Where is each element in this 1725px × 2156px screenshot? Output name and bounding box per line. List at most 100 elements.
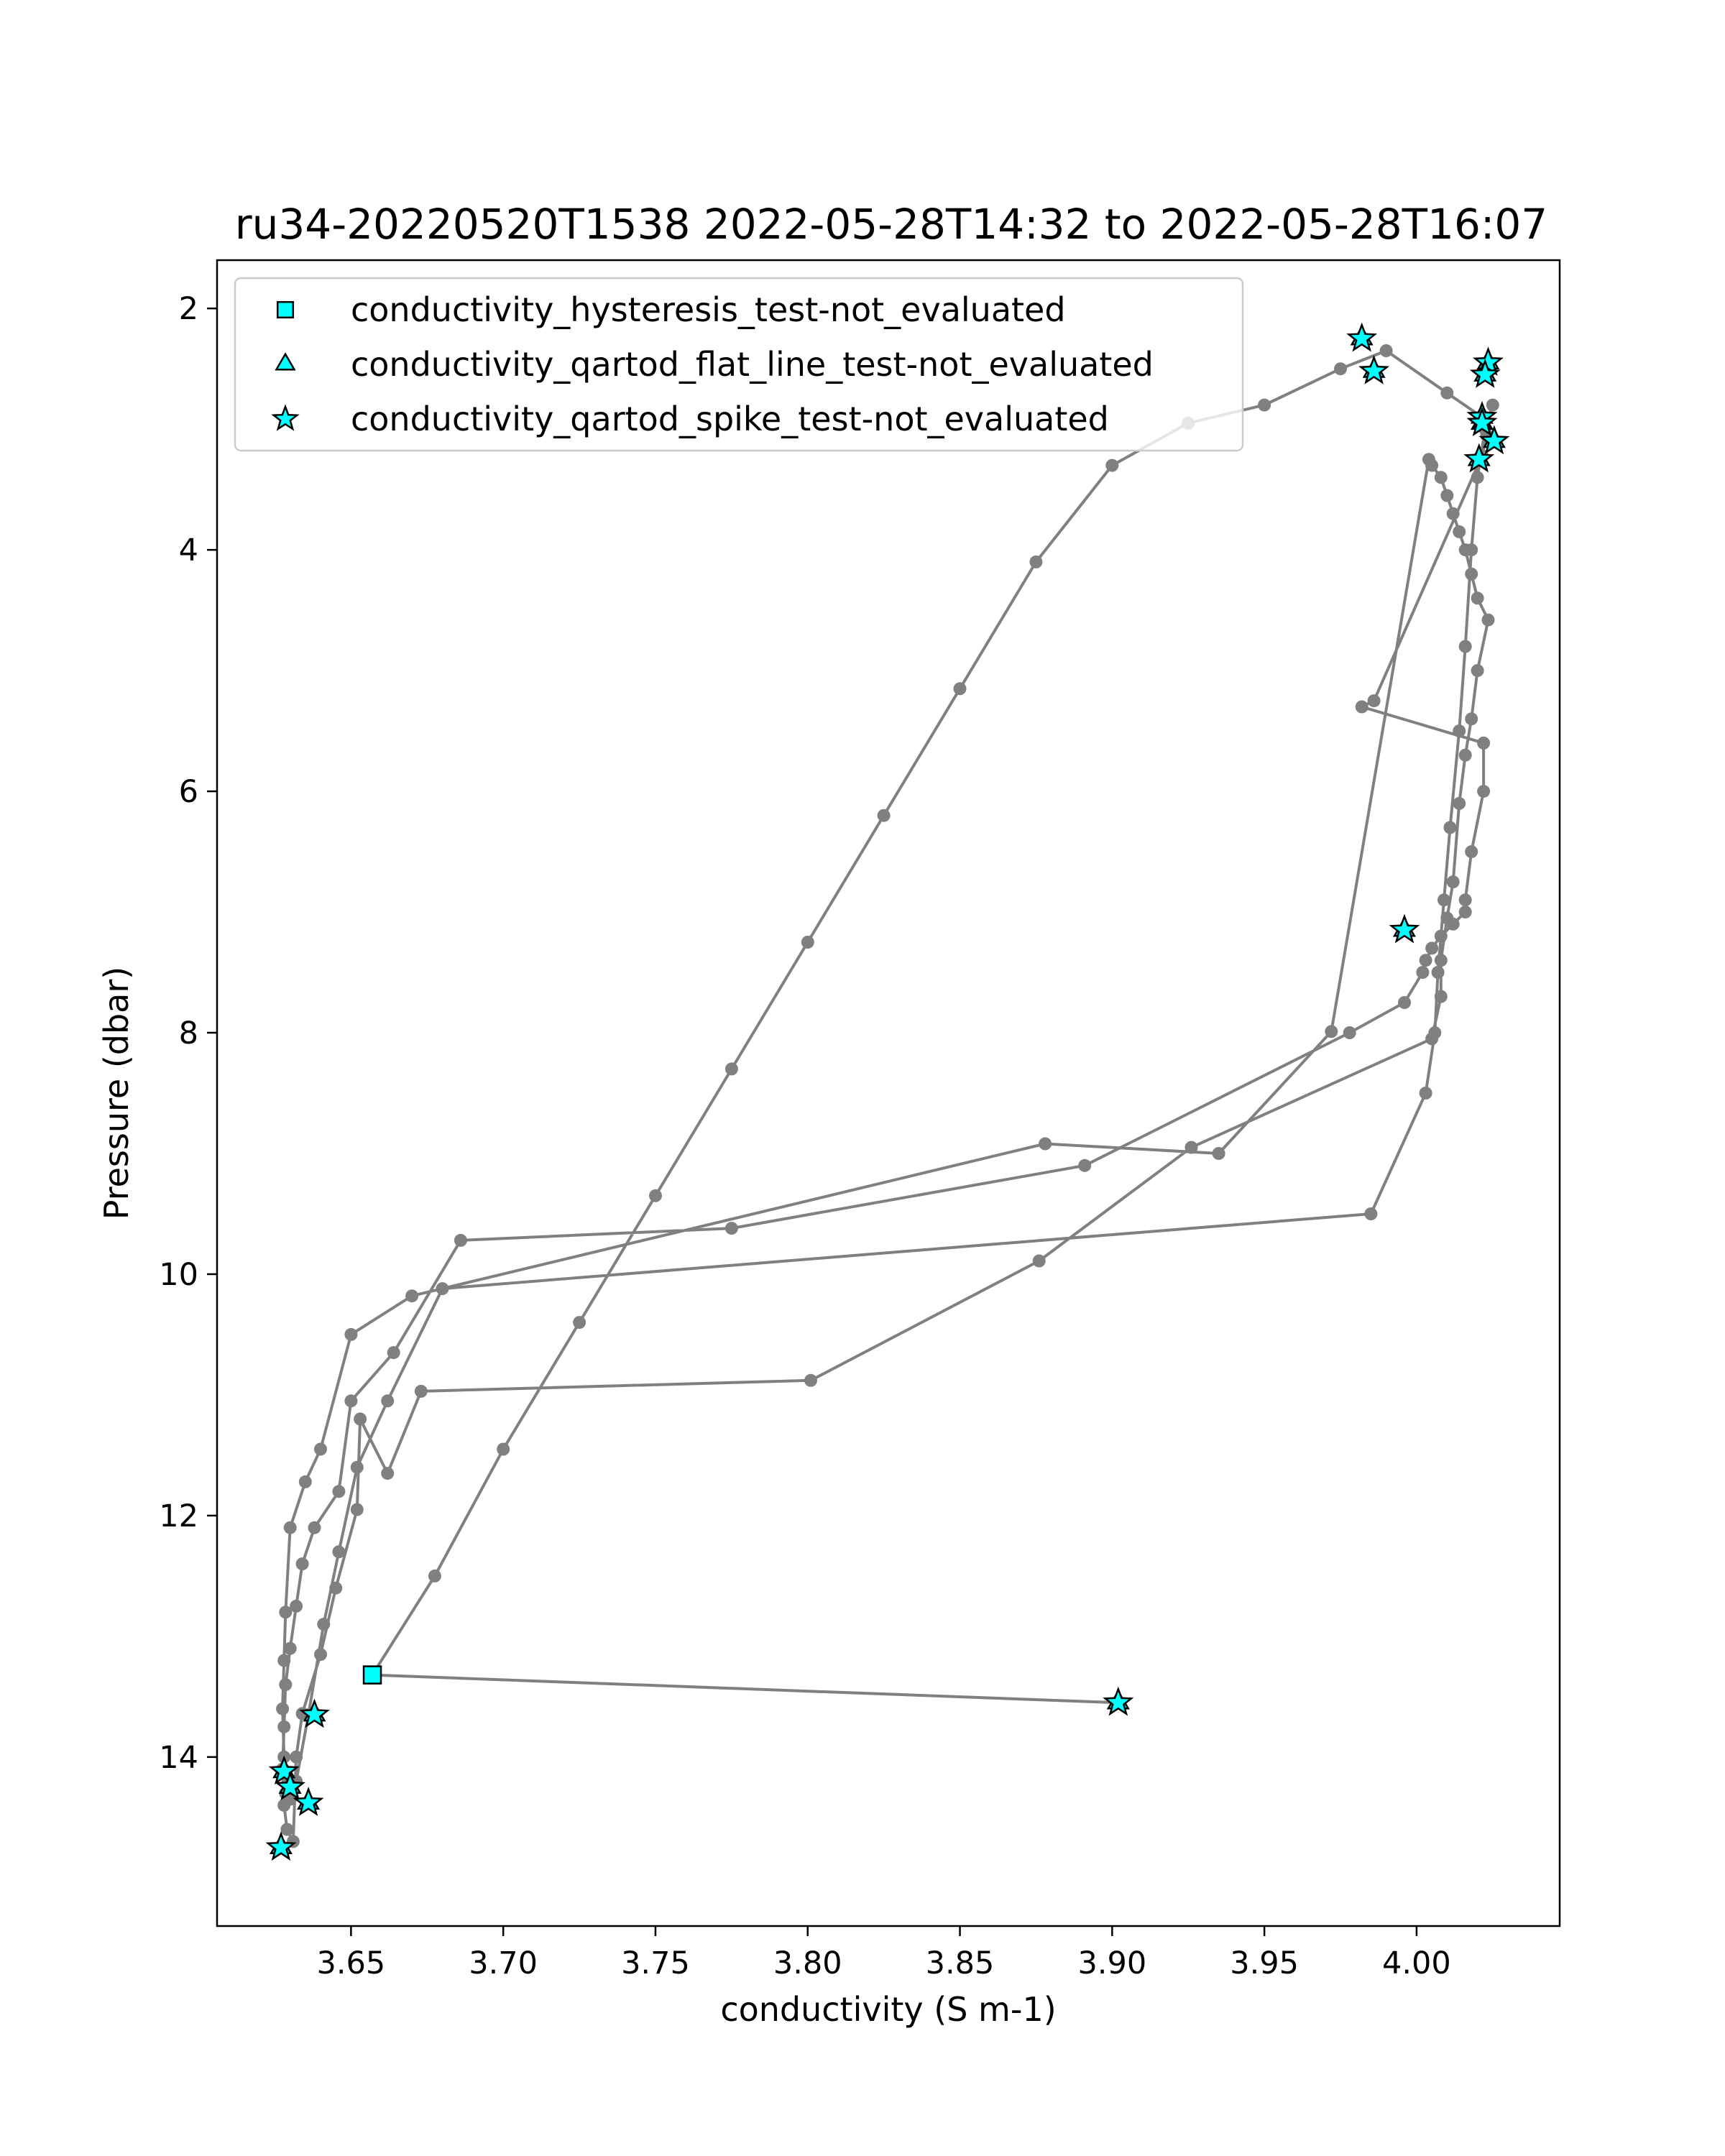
profile-point [1477, 785, 1491, 798]
profile-point [1440, 911, 1454, 925]
x-tick-label: 3.80 [773, 1945, 842, 1981]
profile-point [381, 1394, 395, 1408]
profile-point [381, 1467, 395, 1480]
profile-point [1212, 1147, 1225, 1160]
profile-point [1258, 398, 1271, 412]
profile-point [290, 1750, 303, 1764]
profile-point [1029, 555, 1043, 568]
profile-point [1471, 664, 1484, 678]
axes-frame [216, 259, 1561, 1927]
profile-point [1416, 966, 1430, 979]
profile-point [877, 808, 891, 822]
profile-point [1458, 906, 1472, 918]
x-tick-label: 3.70 [469, 1945, 538, 1981]
profile-point [290, 1599, 303, 1613]
star-marker [265, 1831, 297, 1861]
star-marker [1346, 322, 1378, 352]
profile-line [281, 349, 1494, 1843]
profile-point [1440, 386, 1454, 400]
profile-point [314, 1648, 327, 1662]
profile-point [649, 1189, 662, 1202]
profile-point [1334, 362, 1347, 376]
profile-point [1443, 821, 1457, 834]
profile-point [1458, 640, 1472, 653]
profile-point [350, 1460, 364, 1474]
profile-point [1379, 344, 1393, 357]
profile-point [497, 1442, 510, 1456]
y-tick-label: 4 [179, 533, 198, 568]
profile-point [1039, 1137, 1052, 1151]
square-marker [362, 1665, 382, 1685]
profile-point [350, 1503, 364, 1516]
profile-point [1367, 694, 1381, 708]
star-marker [1103, 1686, 1134, 1716]
y-tick-label: 6 [179, 774, 198, 810]
profile-point [280, 1823, 294, 1836]
x-axis: 3.65 3.70 3.75 3.80 3.85 3.90 3.95 4.00 [317, 1926, 1451, 1981]
profile-point [332, 1545, 346, 1559]
profile-point [1428, 1026, 1442, 1039]
profile-point [1471, 471, 1484, 484]
profile-point [1184, 1141, 1198, 1154]
star-marker [1466, 407, 1498, 436]
profile-point [276, 1702, 290, 1715]
legend-label: conductivity_qartod_flat_line_test-not_e… [351, 345, 1154, 384]
legend-box [234, 277, 1244, 452]
y-axis: 2 4 6 8 10 12 14 [159, 291, 217, 1776]
profile-point [298, 1475, 312, 1488]
y-tick-label: 12 [159, 1498, 198, 1534]
profile-point [1446, 875, 1460, 889]
profile-point [1453, 796, 1466, 810]
y-tick-label: 2 [179, 291, 198, 327]
profile-point [283, 1521, 297, 1534]
star-marker [1358, 354, 1390, 384]
profile-point [387, 1346, 400, 1360]
star-marker [275, 1771, 306, 1801]
profile-point [1364, 1207, 1378, 1220]
legend-square-marker [276, 300, 295, 319]
profile-point [1434, 990, 1448, 1003]
x-axis-label: conductivity (S m-1) [720, 1990, 1056, 2029]
profile-point [1446, 507, 1460, 520]
legend: conductivity_hysteresis_test-not_evaluat… [234, 277, 1244, 452]
profile-point [317, 1618, 331, 1631]
chart-title: ru34-20220520T1538 2022-05-28T14:32 to 2… [235, 200, 1547, 249]
profile-point [1355, 700, 1368, 714]
profile-point [314, 1442, 327, 1456]
profile-point [1343, 1026, 1356, 1039]
profile-point [344, 1394, 358, 1408]
profile-point [1471, 591, 1484, 605]
legend-star-marker [271, 404, 300, 431]
profile-point [405, 1289, 419, 1303]
profile-point [308, 1521, 321, 1534]
profile-point [573, 1316, 586, 1330]
star-marker [1469, 359, 1501, 388]
legend-label: conductivity_qartod_spike_test-not_evalu… [351, 400, 1109, 438]
x-tick-label: 3.75 [621, 1945, 690, 1981]
profile-point [354, 1412, 367, 1426]
profile-point [277, 1654, 291, 1667]
profile-point [1440, 489, 1454, 502]
star-marker [268, 1755, 300, 1785]
star-marker [1463, 443, 1495, 473]
profile-point [1078, 1158, 1092, 1172]
y-tick-label: 14 [159, 1740, 198, 1776]
profile-point [1419, 1087, 1432, 1100]
profile-point [279, 1678, 293, 1692]
profile-point [436, 1282, 449, 1296]
x-tick-label: 3.90 [1077, 1945, 1146, 1981]
profile-point [1458, 748, 1472, 762]
legend-label: conductivity_hysteresis_test-not_evaluat… [351, 290, 1066, 329]
profile-point [428, 1569, 441, 1583]
profile-point [1438, 893, 1450, 907]
profile-point [1465, 845, 1478, 859]
profile-point [1425, 941, 1439, 955]
profile-point [454, 1233, 467, 1247]
profile-point [1398, 996, 1411, 1009]
profile-point [1032, 1254, 1046, 1268]
profile-point [1105, 459, 1119, 472]
legend-triangle-marker [275, 352, 296, 371]
profile-point [329, 1581, 343, 1595]
star-marker [299, 1698, 330, 1728]
